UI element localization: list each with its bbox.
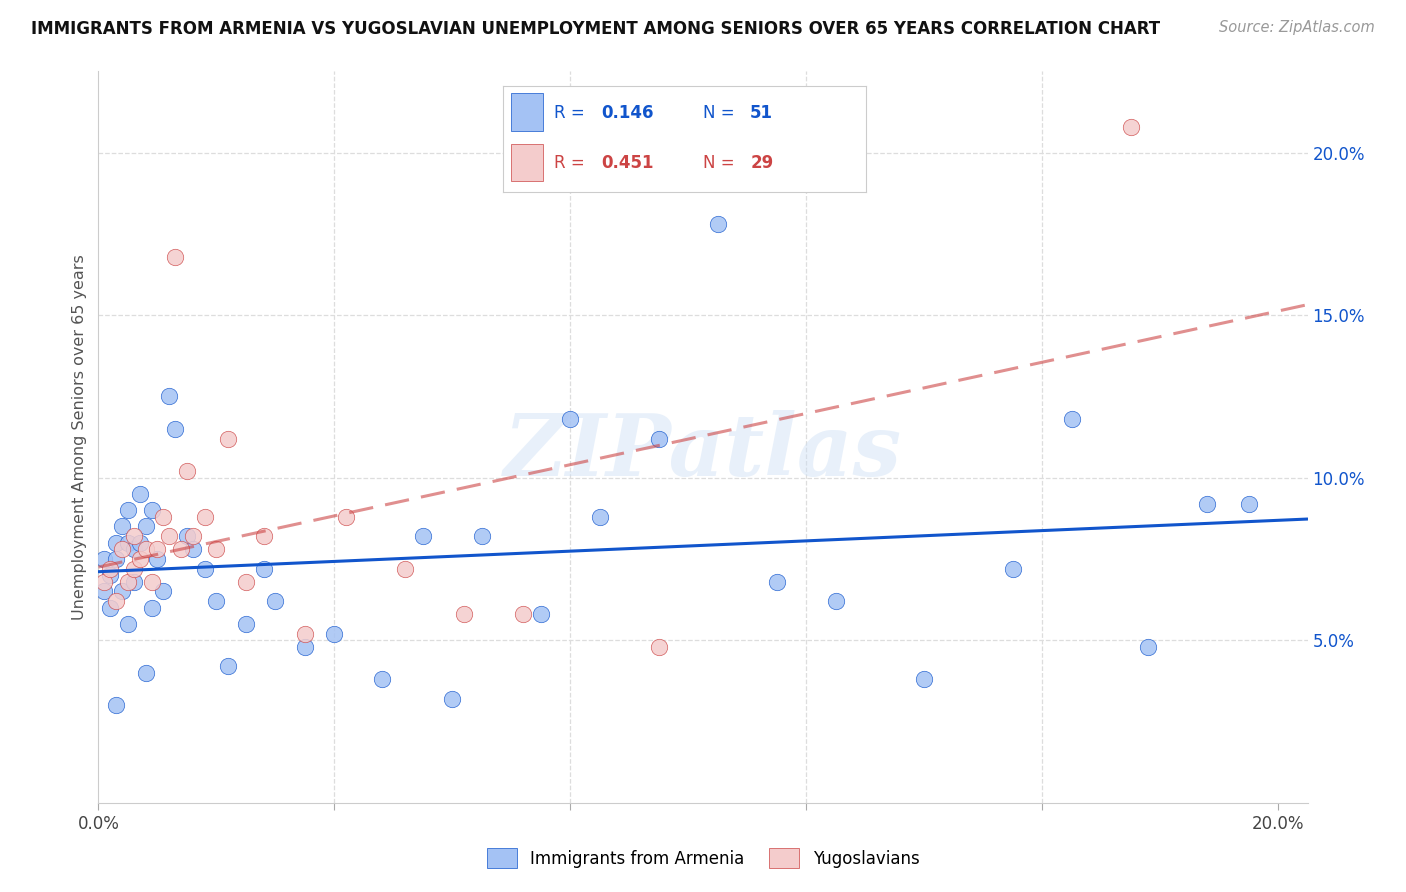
Point	[648, 432, 671, 446]
Point	[176, 464, 198, 478]
Legend: Immigrants from Armenia, Yugoslavians: Immigrants from Armenia, Yugoslavians	[486, 848, 920, 868]
Point	[122, 529, 145, 543]
Point	[152, 509, 174, 524]
Point	[98, 600, 121, 615]
Point	[1137, 640, 1160, 654]
Text: IMMIGRANTS FROM ARMENIA VS YUGOSLAVIAN UNEMPLOYMENT AMONG SENIORS OVER 65 YEARS : IMMIGRANTS FROM ARMENIA VS YUGOSLAVIAN U…	[31, 20, 1160, 37]
Point	[117, 574, 139, 589]
Point	[157, 389, 180, 403]
Point	[111, 542, 134, 557]
Point	[105, 698, 128, 713]
Point	[648, 640, 671, 654]
Point	[294, 626, 316, 640]
Point	[512, 607, 534, 622]
Point	[706, 217, 728, 231]
Point	[105, 552, 128, 566]
Point	[93, 552, 115, 566]
Point	[252, 529, 274, 543]
Point	[912, 673, 935, 687]
Point	[471, 529, 494, 543]
Point	[105, 594, 128, 608]
Point	[105, 535, 128, 549]
Point	[128, 552, 150, 566]
Point	[135, 665, 157, 680]
Point	[1119, 120, 1142, 134]
Point	[170, 542, 193, 557]
Point	[181, 529, 204, 543]
Point	[217, 659, 239, 673]
Point	[589, 509, 612, 524]
Point	[165, 250, 187, 264]
Point	[165, 422, 187, 436]
Point	[441, 691, 464, 706]
Point	[1001, 562, 1024, 576]
Point	[765, 574, 787, 589]
Point	[141, 503, 163, 517]
Point	[323, 626, 346, 640]
Point	[370, 673, 392, 687]
Point	[152, 584, 174, 599]
Point	[117, 503, 139, 517]
Point	[135, 519, 157, 533]
Point	[141, 574, 163, 589]
Point	[117, 535, 139, 549]
Point	[128, 487, 150, 501]
Point	[1197, 497, 1219, 511]
Text: Source: ZipAtlas.com: Source: ZipAtlas.com	[1219, 20, 1375, 35]
Y-axis label: Unemployment Among Seniors over 65 years: Unemployment Among Seniors over 65 years	[72, 254, 87, 620]
Point	[111, 519, 134, 533]
Point	[530, 607, 553, 622]
Point	[252, 562, 274, 576]
Point	[235, 617, 257, 632]
Point	[205, 594, 228, 608]
Point	[412, 529, 434, 543]
Point	[146, 542, 169, 557]
Point	[117, 617, 139, 632]
Point	[1060, 412, 1083, 426]
Point	[98, 562, 121, 576]
Point	[294, 640, 316, 654]
Point	[264, 594, 287, 608]
Point	[122, 562, 145, 576]
Point	[181, 542, 204, 557]
Point	[824, 594, 846, 608]
Point	[146, 552, 169, 566]
Point	[128, 535, 150, 549]
Text: ZIPatlas: ZIPatlas	[503, 410, 903, 493]
Point	[194, 562, 217, 576]
Point	[205, 542, 228, 557]
Point	[194, 509, 217, 524]
Point	[217, 432, 239, 446]
Point	[176, 529, 198, 543]
Point	[335, 509, 357, 524]
Point	[394, 562, 416, 576]
Point	[453, 607, 475, 622]
Point	[93, 574, 115, 589]
Point	[98, 568, 121, 582]
Point	[135, 542, 157, 557]
Point	[235, 574, 257, 589]
Point	[141, 600, 163, 615]
Point	[93, 584, 115, 599]
Point	[122, 542, 145, 557]
Point	[560, 412, 582, 426]
Point	[1237, 497, 1260, 511]
Point	[111, 584, 134, 599]
Point	[122, 574, 145, 589]
Point	[157, 529, 180, 543]
